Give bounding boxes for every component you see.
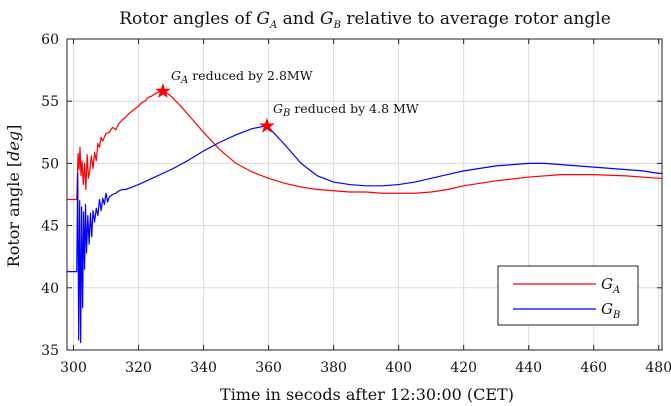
- x-tick-label: 380: [320, 360, 347, 376]
- y-axis-label: Rotor angle [deg]: [4, 125, 23, 268]
- plot-frame: [66, 38, 663, 351]
- axis-ticks: 300 320 340 360 380 400 420 440 460 480 35 40 45 50 55…: [41, 32, 671, 376]
- y-tick-label: 35: [41, 343, 59, 359]
- x-axis-label: Time in secods after 12:30:00 (CET): [220, 385, 514, 404]
- x-tick-label: 400: [385, 360, 412, 376]
- x-tick-label: 360: [255, 360, 282, 376]
- legend-label-ga: GA: [601, 275, 620, 296]
- y-tick-label: 40: [41, 281, 59, 297]
- y-tick-label: 50: [41, 156, 59, 172]
- x-tick-label: 420: [450, 360, 477, 376]
- series-line-gb: [67, 125, 662, 344]
- legend-box: [497, 265, 639, 326]
- legend-label-gb: GB: [601, 300, 620, 321]
- annotation-gb: GB reduced by 4.8 MW: [273, 101, 419, 119]
- y-tick-label: 45: [41, 219, 59, 235]
- star-marker-gb: [259, 117, 275, 133]
- series-line-ga: [67, 90, 662, 201]
- x-tick-label: 320: [125, 360, 152, 376]
- star-marker-ga: [155, 83, 171, 98]
- x-tick-label: 300: [60, 360, 87, 376]
- y-tick-label: 55: [41, 94, 59, 110]
- x-tick-label: 480: [645, 360, 671, 376]
- series-layer: [67, 90, 662, 344]
- chart-title: Rotor angles of GA and GB relative to av…: [119, 9, 611, 31]
- x-tick-label: 340: [190, 360, 217, 376]
- markers-layer: [155, 83, 275, 133]
- x-tick-label: 460: [580, 360, 607, 376]
- y-tick-label: 60: [41, 32, 59, 48]
- annotations: GA reduced by 2.8MW GB reduced by 4.8 MW: [171, 68, 419, 119]
- x-tick-label: 440: [515, 360, 542, 376]
- legend: GA GB: [497, 265, 639, 326]
- annotation-ga: GA reduced by 2.8MW: [171, 68, 313, 86]
